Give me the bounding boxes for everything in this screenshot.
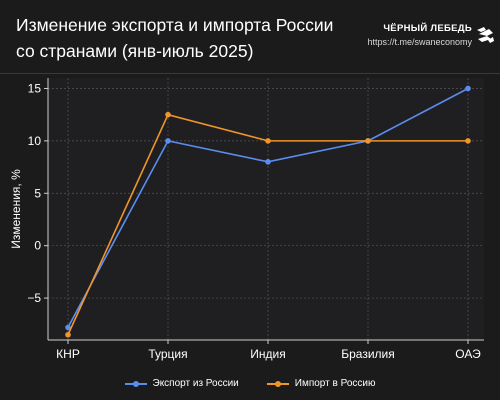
plot-area	[48, 78, 484, 340]
header-divider	[0, 73, 500, 74]
data-point[interactable]	[65, 331, 71, 338]
data-point[interactable]	[65, 324, 71, 331]
legend-item-import[interactable]: Импорт в Россию	[266, 378, 376, 389]
legend-label-import: Импорт в Россию	[294, 378, 376, 389]
y-tick-label: 10	[28, 134, 42, 148]
brand-block: ЧЁРНЫЙ ЛЕБЕДЬ https://t.me/swaneconomy	[367, 23, 472, 47]
brand-url[interactable]: https://t.me/swaneconomy	[367, 37, 472, 47]
data-point[interactable]	[265, 159, 271, 165]
legend-swatch-export	[124, 379, 147, 389]
data-point[interactable]	[265, 138, 271, 144]
brand-name: ЧЁРНЫЙ ЛЕБЕДЬ	[383, 23, 472, 34]
legend-item-export[interactable]: Экспорт из России	[124, 378, 239, 389]
data-point[interactable]	[165, 111, 171, 118]
y-tick-label: −5	[27, 291, 41, 305]
y-axis-label: Изменения, %	[9, 169, 23, 249]
data-point[interactable]	[465, 138, 471, 144]
y-tick-label: 15	[28, 81, 42, 95]
data-point[interactable]	[465, 85, 471, 92]
chart-title: Изменение экспорта и импорта России со с…	[16, 15, 334, 61]
x-tick-label: КНР	[56, 347, 80, 361]
y-tick-label: 0	[34, 239, 41, 253]
legend-swatch-import	[266, 379, 289, 389]
y-tick-label: 5	[34, 186, 41, 200]
data-point[interactable]	[365, 138, 371, 144]
swan-logo-icon	[477, 27, 494, 43]
legend: Экспорт из России Импорт в Россию	[0, 378, 500, 389]
x-tick-label: ОАЭ	[455, 347, 481, 361]
x-tick-label: Индия	[250, 347, 285, 361]
x-tick-label: Турция	[148, 347, 187, 361]
legend-label-export: Экспорт из России	[152, 378, 239, 389]
data-point[interactable]	[165, 138, 171, 144]
x-tick-label: Бразилия	[341, 347, 395, 361]
